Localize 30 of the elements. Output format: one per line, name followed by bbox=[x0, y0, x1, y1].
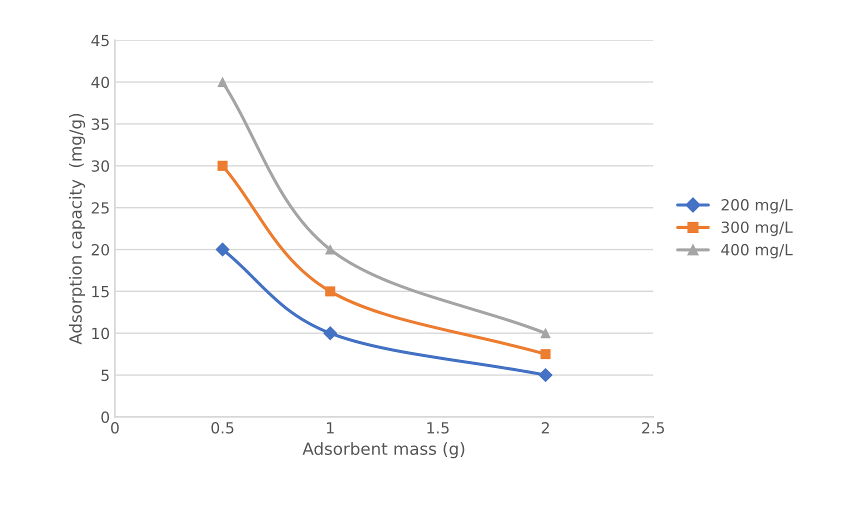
x-tick-label: 1.5 bbox=[427, 422, 449, 434]
y-tick-label: 45 bbox=[91, 34, 109, 46]
y-axis-title: Adsorption capacity (mg/g) bbox=[68, 114, 86, 345]
legend-label: 400 mg/L bbox=[721, 244, 793, 258]
x-tick-label: 2 bbox=[542, 422, 549, 434]
point bbox=[538, 368, 552, 382]
point bbox=[323, 326, 338, 340]
point bbox=[216, 242, 230, 256]
y-tick-label: 35 bbox=[92, 118, 109, 130]
y-tick-label: 10 bbox=[92, 328, 110, 340]
x-tick-label: 1 bbox=[327, 422, 334, 434]
point bbox=[325, 244, 336, 255]
x-tick-label: 0 bbox=[111, 422, 119, 434]
y-tick-label: 25 bbox=[92, 202, 109, 214]
y-tick-label: 15 bbox=[92, 286, 109, 298]
point bbox=[218, 77, 228, 88]
point bbox=[325, 286, 336, 296]
legend-label: 300 mg/L bbox=[722, 221, 793, 236]
y-tick-label: 20 bbox=[92, 244, 110, 256]
y-tick-label: 0 bbox=[101, 411, 110, 423]
x-axis-title: Adsorbent mass (g) bbox=[302, 442, 464, 458]
legend-label: 200 mg/L bbox=[722, 199, 793, 214]
y-tick-label: 30 bbox=[92, 160, 110, 172]
x-tick-label: 2.5 bbox=[642, 422, 664, 434]
point bbox=[218, 160, 228, 171]
y-tick-label: 40 bbox=[91, 76, 110, 88]
y-tick-label: 5 bbox=[102, 370, 109, 382]
x-tick-label: 0.5 bbox=[211, 422, 234, 434]
point bbox=[540, 349, 551, 360]
point bbox=[540, 328, 551, 338]
